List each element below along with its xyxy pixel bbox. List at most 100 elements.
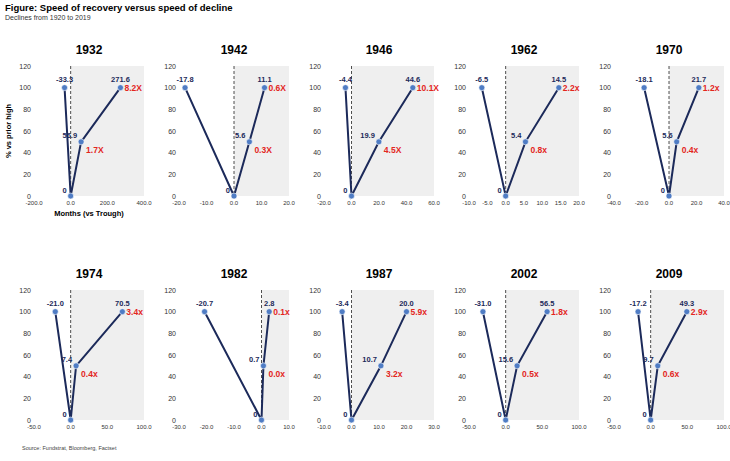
point <box>410 85 416 91</box>
panel-title: 1974 <box>76 267 103 281</box>
y-tick-label: 0 <box>317 193 321 200</box>
point <box>696 85 702 91</box>
recovery-shade <box>71 290 144 420</box>
y-tick-label: 80 <box>168 330 176 337</box>
point <box>349 417 355 423</box>
panel: 1982020406080100120-30.0-20.0-10.00.010.… <box>164 267 295 430</box>
point <box>68 193 74 199</box>
y-tick-label: 60 <box>603 352 611 359</box>
point-label: -31.0 <box>474 299 491 308</box>
y-tick-label: 20 <box>23 171 31 178</box>
recovery-shade <box>651 290 724 420</box>
point <box>376 139 382 145</box>
point <box>522 139 528 145</box>
x-tick-label: -50.0 <box>607 424 621 430</box>
point-label: -6.5 <box>475 75 488 84</box>
ratio-annotation: 2.2x <box>563 83 580 93</box>
point-label: 56.9 <box>62 131 77 140</box>
point <box>342 85 348 91</box>
x-tick-label: 100.0 <box>571 424 587 430</box>
x-tick-label: 60.0 <box>428 200 440 206</box>
y-tick-label: 60 <box>168 352 176 359</box>
y-tick-label: 120 <box>164 63 176 70</box>
point <box>655 363 661 369</box>
point-label: -21.0 <box>47 299 64 308</box>
y-tick-label: 100 <box>19 308 31 315</box>
point <box>480 309 486 315</box>
recovery-line <box>644 88 699 196</box>
y-tick-label: 20 <box>23 395 31 402</box>
point <box>556 85 562 91</box>
data-group <box>635 309 690 423</box>
y-tick-label: 100 <box>454 308 466 315</box>
y-tick-label: 20 <box>168 171 176 178</box>
y-tick-label: 20 <box>458 395 466 402</box>
x-tick-label: 0.0 <box>646 424 655 430</box>
recovery-shade <box>234 66 289 196</box>
x-tick-label: 0.0 <box>501 200 510 206</box>
y-tick-label: 80 <box>603 330 611 337</box>
source: Source: Fundstrat, Bloomberg, Factset <box>22 445 117 451</box>
point <box>259 417 265 423</box>
y-tick-label: 0 <box>27 193 31 200</box>
y-tick-label: 40 <box>168 149 176 156</box>
recovery-line <box>65 88 121 196</box>
x-tick-label: 0.0 <box>665 200 674 206</box>
point-label: 0.7 <box>249 355 259 364</box>
x-tick-label: 15.0 <box>555 200 567 206</box>
y-tick-label: 60 <box>313 128 321 135</box>
y-tick-label: 60 <box>458 128 466 135</box>
recovery-line <box>342 312 406 420</box>
recovery-shade <box>669 66 724 196</box>
point <box>514 363 520 369</box>
ratio-annotation: 0.6X <box>269 83 287 93</box>
point-label: 10.7 <box>362 355 377 364</box>
x-tick-label: 0.0 <box>230 200 239 206</box>
data-group <box>52 309 125 423</box>
ratio-annotation: 2.9x <box>691 307 708 317</box>
y-tick-label: 120 <box>454 63 466 70</box>
y-tick-label: 0 <box>27 417 31 424</box>
point-label: 5.6 <box>235 131 245 140</box>
y-tick-label: 100 <box>164 308 176 315</box>
ratio-annotation: 8.2X <box>124 83 142 93</box>
panel: 1942020406080100120-20.0-10.00.010.020.0… <box>164 43 295 206</box>
point <box>674 139 680 145</box>
point-label: 7.4 <box>62 355 73 364</box>
x-tick-label: -20.0 <box>200 424 214 430</box>
x-tick-label: 20.0 <box>691 200 703 206</box>
figure: Figure: Speed of recovery versus speed o… <box>0 0 730 461</box>
point <box>349 193 355 199</box>
x-tick-label: 100.0 <box>716 424 730 430</box>
y-tick-label: 60 <box>23 128 31 135</box>
point <box>641 85 647 91</box>
y-tick-label: 120 <box>19 287 31 294</box>
x-axis-label: Months (vs Trough) <box>54 209 124 218</box>
background <box>0 0 730 461</box>
panel-title: 1962 <box>511 43 538 57</box>
panel-title: 2009 <box>656 267 683 281</box>
point <box>503 193 509 199</box>
x-tick-label: -10.0 <box>200 200 214 206</box>
y-tick-label: 100 <box>599 308 611 315</box>
point-label: 0 <box>642 410 646 419</box>
point-label: -20.7 <box>196 299 213 308</box>
y-tick-label: 40 <box>168 373 176 380</box>
y-tick-label: 120 <box>164 287 176 294</box>
ratio-annotation: 3.2x <box>386 369 403 379</box>
y-tick-label: 40 <box>23 373 31 380</box>
y-tick-label: 0 <box>607 193 611 200</box>
x-tick-label: -10.0 <box>317 424 331 430</box>
panel: 1970020406080100120-40.0-20.00.020.040.0… <box>599 43 730 206</box>
y-tick-label: 0 <box>462 193 466 200</box>
ratio-annotation: 0.3X <box>254 145 272 155</box>
point-label: -3.4 <box>336 299 350 308</box>
panel: 2009020406080100120-50.00.050.0100.0-17.… <box>599 267 730 430</box>
y-tick-label: 40 <box>458 373 466 380</box>
y-tick-label: 80 <box>23 330 31 337</box>
ratio-annotation: 1.2x <box>703 83 720 93</box>
ratio-annotation: 1.8x <box>551 307 568 317</box>
y-tick-label: 20 <box>168 395 176 402</box>
ratio-annotation: 10.1X <box>417 83 440 93</box>
y-tick-label: 40 <box>458 149 466 156</box>
